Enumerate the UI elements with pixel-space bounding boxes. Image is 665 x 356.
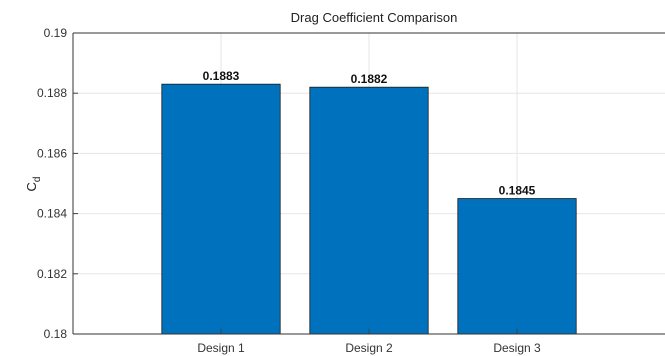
y-tick-label: 0.18 xyxy=(44,327,68,341)
x-tick-label: Design 2 xyxy=(345,341,393,355)
y-tick-label: 0.188 xyxy=(37,86,67,100)
bar-3 xyxy=(457,198,577,335)
x-tick-label: Design 1 xyxy=(197,341,245,355)
y-axis-label-subscript: d xyxy=(32,177,43,183)
axes xyxy=(72,32,665,335)
y-axis-label: Cd xyxy=(24,177,43,192)
x-tick-label: Design 3 xyxy=(493,341,541,355)
y-tick-label: 0.184 xyxy=(37,207,67,221)
chart-title: Drag Coefficient Comparison xyxy=(291,10,458,25)
data-label-2: 0.1882 xyxy=(351,72,388,86)
data-label-3: 0.1845 xyxy=(499,184,536,198)
tick-and-data-labels: 0.18 0.182 0.184 0.186 0.188 0.19 0.1883 Design… xyxy=(37,26,541,355)
bar-2 xyxy=(309,86,429,335)
data-label-1: 0.1883 xyxy=(203,69,240,83)
y-tick-label: 0.186 xyxy=(37,146,67,160)
y-tick-label: 0.182 xyxy=(37,267,67,281)
bar-1 xyxy=(161,83,281,335)
y-tick-label: 0.19 xyxy=(44,26,68,40)
y-axis-label-main: C xyxy=(24,182,39,191)
